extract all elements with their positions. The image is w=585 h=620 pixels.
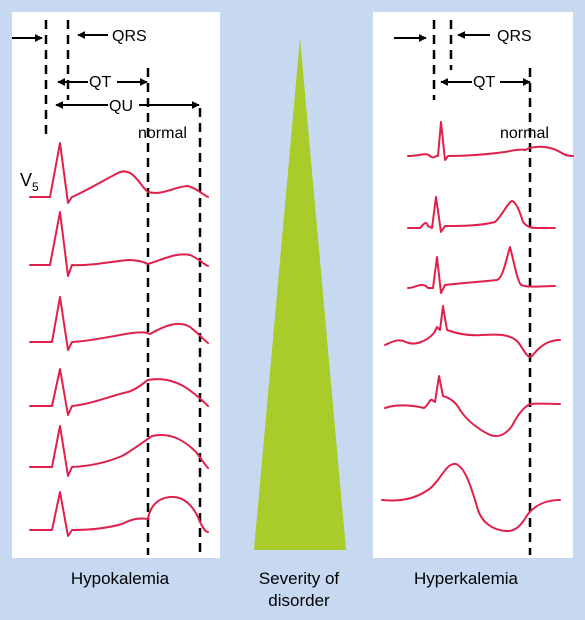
hypokalemia-trace-5 — [29, 425, 209, 477]
hypokalemia-trace-3 — [29, 296, 209, 351]
hypokalemia-trace-2 — [29, 211, 209, 277]
hyperkalemia-trace-6 — [381, 462, 561, 533]
hypokalemia-trace-1 — [29, 142, 209, 204]
hyperkalemia-trace-1 — [407, 121, 574, 161]
hypokalemia-trace-6 — [29, 491, 209, 537]
hypokalemia-panel: QRS QT QU normal V5 Hypokalemia — [12, 12, 220, 588]
hyperkalemia-panel-bg — [373, 12, 573, 558]
hyperkalemia-trace-2 — [407, 196, 556, 233]
qu-label: QU — [109, 98, 133, 115]
severity-caption-line2: disorder — [268, 591, 330, 610]
hyperkalemia-caption: Hyperkalemia — [414, 569, 518, 588]
normal-label: normal — [138, 125, 187, 142]
hypokalemia-panel-bg — [12, 12, 220, 558]
qt-label-right: QT — [473, 74, 495, 91]
hypokalemia-trace-4 — [29, 368, 209, 416]
severity-indicator: Severity of disorder — [254, 38, 346, 610]
severity-caption-line1: Severity of — [259, 569, 340, 588]
qrs-label-right: QRS — [497, 28, 532, 45]
hyperkalemia-trace-3 — [407, 246, 556, 294]
qt-label: QT — [89, 74, 111, 91]
hyperkalemia-panel: QRS QT normal Hyperkalemia — [373, 12, 574, 588]
hyperkalemia-trace-4 — [384, 305, 561, 358]
severity-triangle — [254, 38, 346, 550]
normal-label-right: normal — [500, 125, 549, 142]
qrs-label: QRS — [112, 28, 147, 45]
hyperkalemia-trace-5 — [384, 375, 561, 437]
hypokalemia-caption: Hypokalemia — [71, 569, 170, 588]
lead-label: V5 — [20, 170, 39, 194]
